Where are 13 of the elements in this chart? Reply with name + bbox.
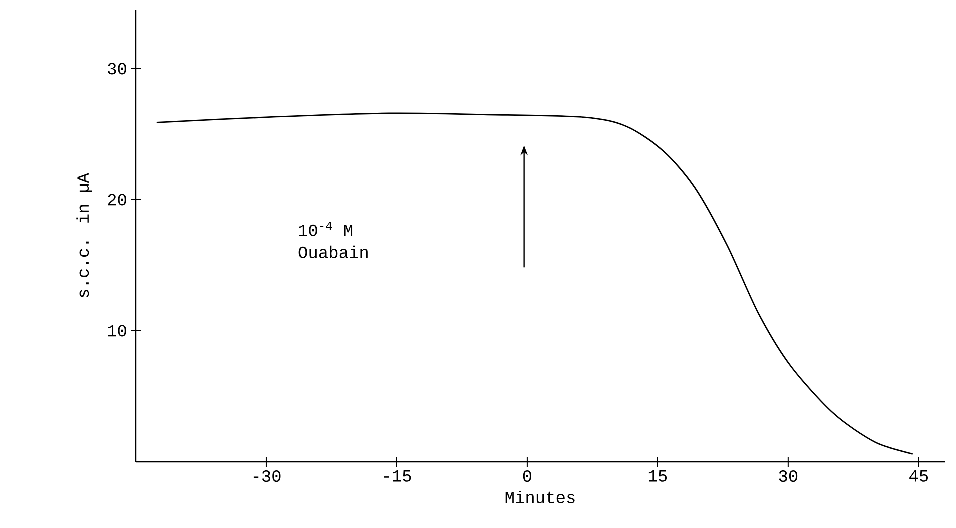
line-series <box>156 112 914 455</box>
x-tick-label: 0 <box>523 470 532 482</box>
y-tick-label: 30 <box>108 63 126 75</box>
x-tick-label: 15 <box>648 470 668 482</box>
x-tick-label: -15 <box>384 470 412 482</box>
x-tick-label: -30 <box>254 470 281 482</box>
x-axis-title: Minutes <box>506 490 575 504</box>
x-tick-label: 45 <box>910 470 928 482</box>
y-axis-title: s.c.c. in µA <box>76 173 92 298</box>
y-tick-label: 10 <box>108 325 126 337</box>
annotation: 10$^{-4}$ M Ouabain <box>298 222 368 258</box>
x-tick-label: 30 <box>779 470 798 482</box>
y-tick-label: 20 <box>108 194 126 206</box>
